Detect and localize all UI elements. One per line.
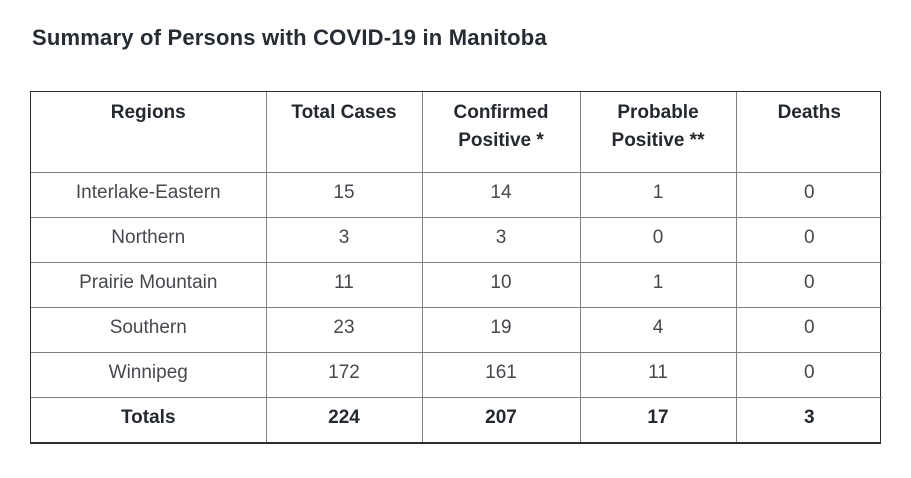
total-cases-cell: 15	[265, 171, 423, 218]
column-header-deaths: Deaths	[735, 92, 882, 173]
region-cell: Prairie Mountain	[31, 261, 267, 308]
deaths-cell: 0	[735, 306, 882, 353]
totals-confirmed-positive-cell: 207	[421, 396, 581, 442]
confirmed-positive-cell: 161	[421, 351, 581, 398]
probable-positive-cell: 11	[579, 351, 737, 398]
page: Summary of Persons with COVID-19 in Mani…	[30, 25, 882, 444]
confirmed-positive-cell: 19	[421, 306, 581, 353]
table-row-prairie-mountain: Prairie Mountain 11 10 1 0	[31, 261, 882, 308]
column-header-confirmed-positive: Confirmed Positive *	[421, 92, 581, 173]
table-header-row: Regions Total Cases Confirmed Positive *…	[31, 92, 882, 173]
table-row-southern: Southern 23 19 4 0	[31, 306, 882, 353]
region-cell: Northern	[31, 216, 267, 263]
confirmed-positive-cell: 10	[421, 261, 581, 308]
total-cases-cell: 3	[265, 216, 423, 263]
column-header-total-cases: Total Cases	[265, 92, 423, 173]
deaths-cell: 0	[735, 171, 882, 218]
table-row-winnipeg: Winnipeg 172 161 11 0	[31, 351, 882, 398]
covid-summary-table: Regions Total Cases Confirmed Positive *…	[31, 92, 882, 442]
probable-positive-cell: 0	[579, 216, 737, 263]
region-cell: Winnipeg	[31, 351, 267, 398]
probable-positive-cell: 4	[579, 306, 737, 353]
confirmed-positive-cell: 3	[421, 216, 581, 263]
deaths-cell: 0	[735, 261, 882, 308]
column-header-probable-positive: Probable Positive **	[579, 92, 737, 173]
table-row-northern: Northern 3 3 0 0	[31, 216, 882, 263]
table-row-interlake-eastern: Interlake-Eastern 15 14 1 0	[31, 171, 882, 218]
column-header-regions: Regions	[31, 92, 267, 173]
page-title: Summary of Persons with COVID-19 in Mani…	[32, 25, 547, 50]
deaths-cell: 0	[735, 351, 882, 398]
region-cell: Interlake-Eastern	[31, 171, 267, 218]
probable-positive-cell: 1	[579, 261, 737, 308]
totals-total-cases-cell: 224	[265, 396, 423, 442]
total-cases-cell: 172	[265, 351, 423, 398]
deaths-cell: 0	[735, 216, 882, 263]
totals-deaths-cell: 3	[735, 396, 882, 442]
table-row-totals: Totals 224 207 17 3	[31, 396, 882, 442]
covid-summary-table-frame: Regions Total Cases Confirmed Positive *…	[30, 91, 882, 444]
probable-positive-cell: 1	[579, 171, 737, 218]
region-cell: Southern	[31, 306, 267, 353]
totals-probable-positive-cell: 17	[579, 396, 737, 442]
confirmed-positive-cell: 14	[421, 171, 581, 218]
total-cases-cell: 23	[265, 306, 423, 353]
totals-label-cell: Totals	[31, 396, 267, 442]
total-cases-cell: 11	[265, 261, 423, 308]
